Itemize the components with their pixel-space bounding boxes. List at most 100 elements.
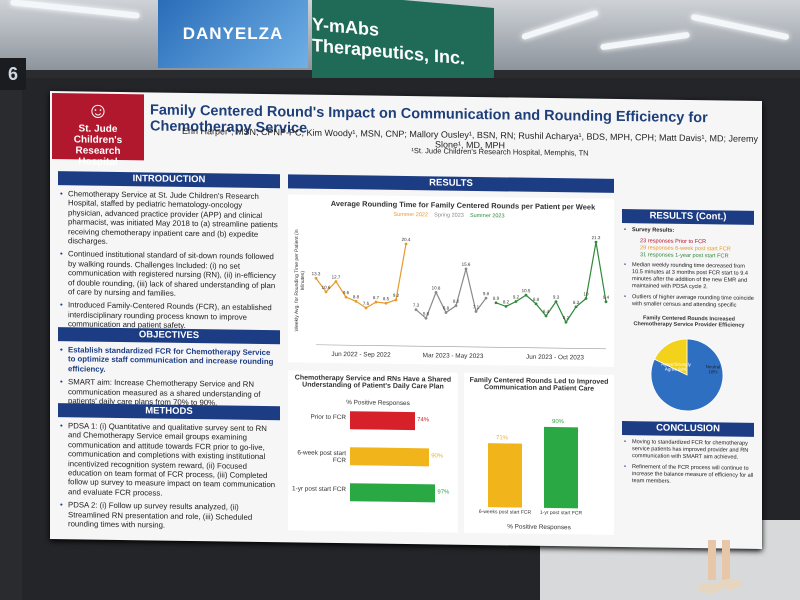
data-label: 10.5	[522, 288, 531, 293]
data-point	[314, 276, 318, 280]
data-label: 7.3	[413, 303, 420, 308]
data-label: 9.2	[393, 293, 400, 298]
hospital-logo: ☺ St. Jude Children's Research Hospital	[52, 93, 144, 168]
data-point	[444, 311, 448, 314]
data-label: 9.4	[603, 295, 610, 300]
period-label: Jun 2022 - Sep 2022	[331, 350, 391, 359]
data-label: 13.3	[312, 271, 321, 276]
bar-chart-1-bars: Prior to FCR 74% 6-week post start FCR 90% 1…	[288, 370, 458, 503]
data-label: 8.9	[493, 296, 500, 301]
pie-label-neutral: Neutral 18%	[705, 364, 721, 375]
objective-bullet: Establish standardized FCR for Chemother…	[60, 345, 278, 376]
data-label: 8.5	[383, 296, 390, 301]
improved-communication-chart: Family Centered Rounds Led to Improved C…	[464, 372, 614, 535]
data-label: 8.2	[453, 299, 460, 304]
data-point	[324, 290, 328, 294]
booth-number: 6	[0, 58, 26, 90]
data-point	[534, 302, 538, 306]
data-point	[524, 293, 528, 297]
data-point	[464, 267, 468, 271]
bar-value-label: 97%	[437, 489, 450, 496]
period-label: Jun 2023 - Oct 2023	[526, 353, 584, 362]
sponsor-banner-left: DANYELZA	[158, 0, 308, 68]
pie-label-agree: Agree/Strongly Agree 82%	[661, 361, 691, 372]
bar-chart-2-bars: 71% 6-weeks post start FCR 90% 1-yr post st…	[464, 373, 614, 516]
series-line-2	[415, 268, 487, 320]
data-point	[424, 316, 428, 320]
bar-chart-1-title: Chemotherapy Service and RNs Have a Shar…	[294, 374, 452, 391]
person-legs	[698, 540, 742, 593]
bar-value-label: 71%	[496, 435, 509, 442]
bar-category-label: 1-yr post start FCR	[292, 485, 346, 494]
data-point	[344, 295, 348, 299]
data-point	[494, 301, 498, 305]
data-label: 7.1	[473, 304, 480, 309]
line-chart-x-axis	[316, 344, 606, 350]
bar-category-label: 1-yr post start FCR	[539, 509, 583, 517]
method-bullet: PDSA 2: (i) Follow up survey results ana…	[60, 500, 278, 531]
data-label: 21.3	[592, 235, 601, 240]
data-label: 8.8	[353, 294, 360, 299]
data-label: 12.7	[332, 274, 341, 279]
bar-chart-2-xlabel: % Positive Responses	[507, 523, 571, 532]
bar-value-label: 90%	[431, 453, 444, 460]
data-point	[554, 300, 558, 303]
bar	[350, 447, 430, 467]
data-label: 7.5	[363, 301, 370, 306]
data-point	[594, 240, 598, 244]
results-cont-body: Survey Results: 23 responses Prior to FC…	[624, 227, 754, 314]
data-point	[354, 299, 358, 303]
bar-chart-1-subtitle: % Positive Responses	[346, 399, 410, 408]
introduction-heading: INTRODUCTION	[58, 171, 280, 189]
data-label: 9.6	[343, 290, 350, 295]
shared-understanding-chart: Chemotherapy Service and RNs Have a Shar…	[288, 370, 458, 533]
methods-body: PDSA 1: (i) Quantitative and qualitative…	[60, 421, 278, 536]
results-heading: RESULTS	[288, 174, 614, 193]
data-point	[434, 291, 438, 294]
data-point	[604, 300, 608, 304]
data-label: 8.8	[533, 297, 540, 302]
data-label: 5.2	[563, 315, 570, 320]
bar	[488, 443, 522, 508]
data-point	[414, 308, 418, 312]
intro-bullet: Continued institutional standard of sit-…	[60, 250, 278, 300]
data-label: 10	[583, 291, 589, 296]
data-label: 9.2	[513, 294, 520, 299]
bar-chart-2-title: Family Centered Rounds Led to Improved C…	[469, 376, 609, 393]
data-label: 6.4	[543, 309, 550, 314]
series-line-3	[495, 242, 607, 324]
data-label: 6.8	[443, 306, 450, 311]
child-silhouette-icon: ☺	[86, 97, 110, 123]
data-point	[574, 305, 578, 309]
data-point	[474, 310, 478, 313]
bar	[350, 411, 416, 431]
data-label: 8.3	[573, 300, 580, 305]
data-label: 9.8	[483, 291, 490, 296]
data-point	[584, 297, 588, 300]
data-label: 20.4	[402, 237, 411, 242]
data-point	[394, 298, 398, 302]
bar-category-label: 6-week post start FCR	[297, 449, 346, 465]
line-chart: 13.310.612.79.68.87.58.7 8.59.220.47.35.6…	[312, 235, 610, 350]
series-line-1	[315, 243, 407, 309]
data-point	[374, 300, 378, 304]
data-point	[334, 280, 338, 283]
pie-slice	[653, 338, 688, 376]
conclusion-body: Moving to standardized FCR for chemother…	[624, 439, 754, 491]
data-point	[504, 304, 508, 308]
data-point	[454, 304, 458, 308]
bar-value-label: 74%	[417, 417, 430, 424]
bar	[544, 426, 578, 509]
pie-chart-title: Family Centered Rounds Increased Chemoth…	[633, 315, 745, 329]
pie-chart	[650, 338, 724, 412]
data-label: 5.6	[423, 311, 430, 316]
bar-category-label: 6-weeks post start FCR	[478, 509, 532, 516]
data-point	[484, 296, 488, 300]
bar	[350, 483, 436, 503]
conclusion-heading: CONCLUSION	[622, 421, 754, 437]
data-point	[544, 314, 548, 318]
bar-category-label: Prior to FCR	[310, 413, 346, 422]
period-label: Mar 2023 - May 2023	[422, 352, 484, 361]
data-label: 8.2	[503, 299, 510, 304]
methods-heading: METHODS	[58, 403, 280, 421]
